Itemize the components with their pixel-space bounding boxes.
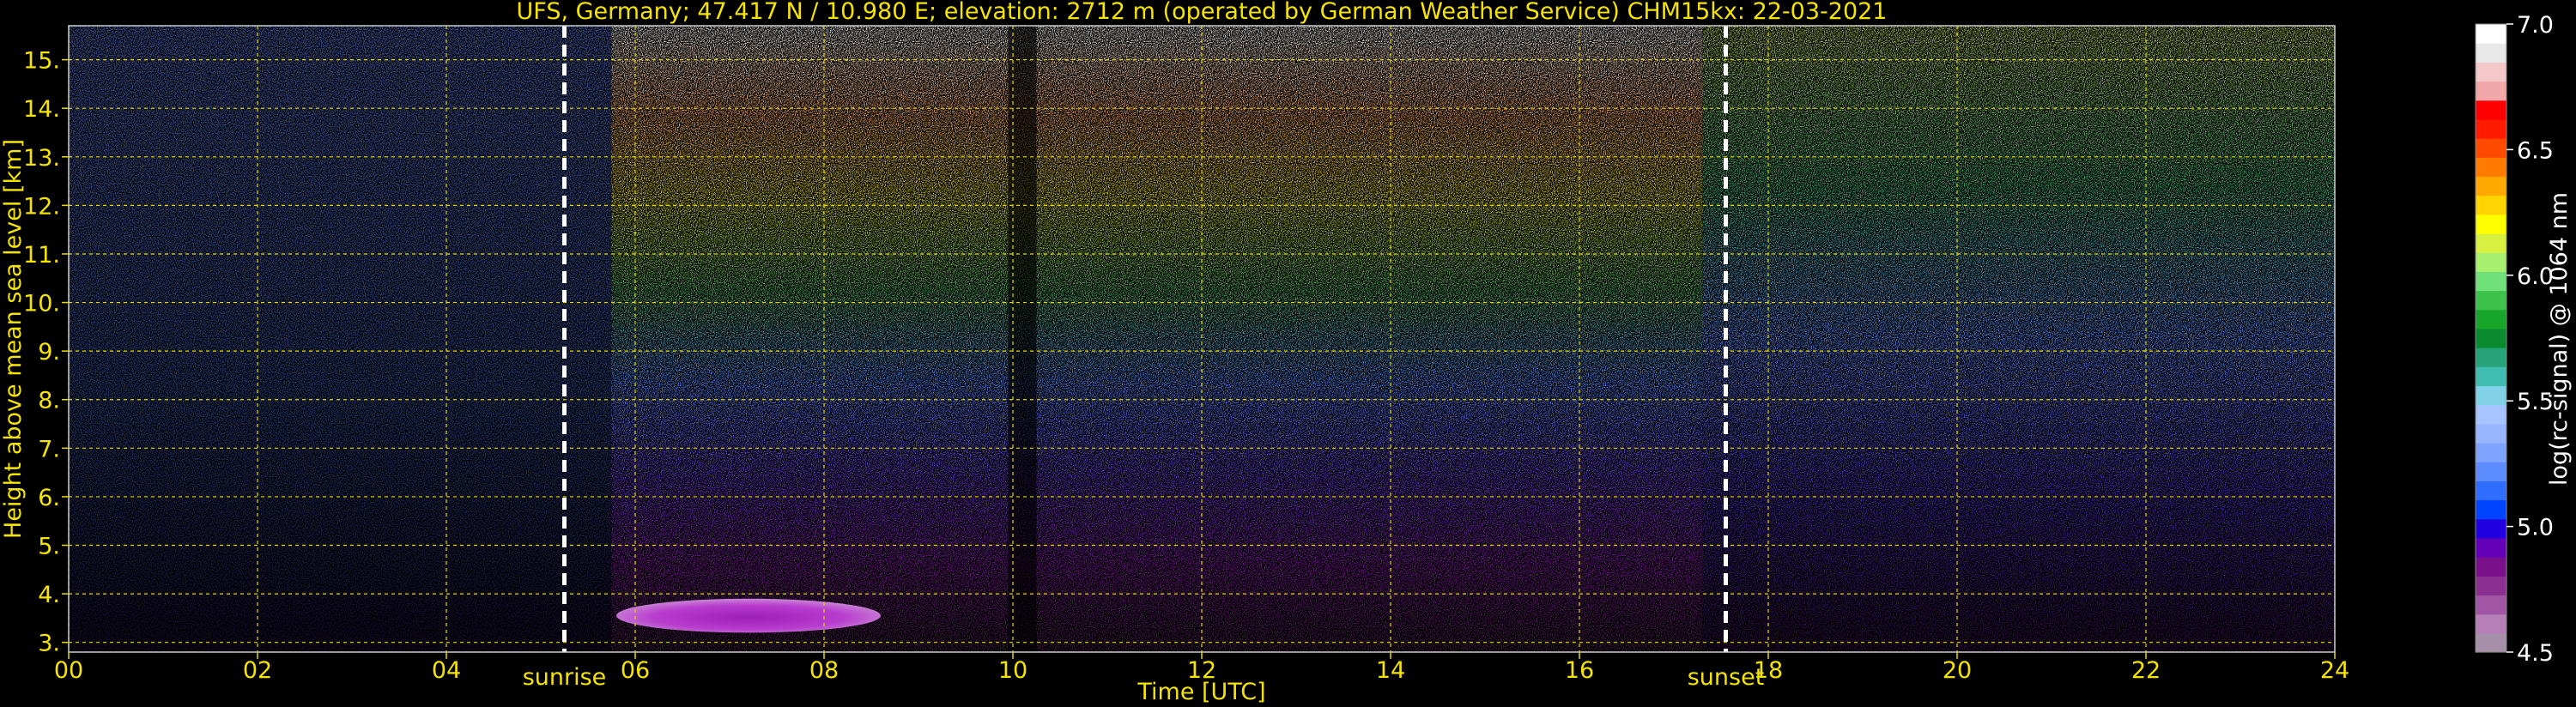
- colorbar-swatch: [2476, 328, 2506, 348]
- y-tick-label: 7.: [38, 436, 60, 462]
- x-tick-label: 12: [1187, 657, 1216, 684]
- colorbar-swatch: [2476, 62, 2506, 82]
- night-signal: [69, 26, 612, 652]
- y-tick-label: 9.: [38, 339, 60, 366]
- colorbar-swatch: [2476, 595, 2506, 615]
- y-tick-label: 12.: [23, 193, 60, 220]
- colorbar-swatch: [2476, 480, 2506, 501]
- colorbar-tick-label: 4.5: [2517, 640, 2554, 667]
- x-tick-label: 14: [1376, 657, 1405, 684]
- y-tick-label: 11.: [23, 242, 60, 269]
- y-tick-label: 3.: [38, 631, 60, 657]
- aerosol-layer: [616, 598, 881, 633]
- colorbar-swatch: [2476, 518, 2506, 539]
- chart-title: UFS, Germany; 47.417 N / 10.980 E; eleva…: [517, 0, 1888, 25]
- colorbar-tick-label: 6.0: [2517, 263, 2554, 290]
- y-axis-ticks: 3. 4. 5. 6. 7. 8. 9. 10. 11. 12. 13. 14. 15.: [23, 48, 69, 657]
- colorbar-swatch: [2476, 309, 2506, 329]
- colorbar-swatch: [2476, 613, 2506, 634]
- x-tick-label: 18: [1754, 657, 1783, 684]
- colorbar-swatch: [2476, 214, 2506, 234]
- y-tick-label: 15.: [23, 48, 60, 75]
- colorbar-swatch: [2476, 100, 2506, 120]
- colorbar-swatch: [2476, 118, 2506, 139]
- colorbar: 4.5 5.0 5.5 6.0 6.5 7.0: [2475, 12, 2554, 667]
- y-tick-label: 13.: [23, 145, 60, 172]
- colorbar-tick-label: 5.0: [2517, 515, 2554, 541]
- colorbar-swatch: [2476, 157, 2506, 178]
- y-tick-label: 10.: [23, 291, 60, 317]
- event-markers: [562, 26, 1728, 652]
- colorbar-tick-label: 5.5: [2517, 389, 2554, 415]
- colorbar-swatch: [2476, 423, 2506, 444]
- colorbar-swatch: [2476, 576, 2506, 596]
- colorbar-swatch: [2476, 138, 2506, 158]
- colorbar-swatch: [2476, 252, 2506, 272]
- colorbar-swatch: [2476, 385, 2506, 406]
- x-tick-label: 02: [243, 657, 272, 684]
- signal-gap: [1008, 26, 1037, 652]
- y-tick-label: 14.: [23, 96, 60, 123]
- x-tick-label: 00: [54, 657, 83, 684]
- x-tick-label: 06: [621, 657, 650, 684]
- colorbar-swatch: [2476, 271, 2506, 292]
- colorbar-swatch: [2476, 499, 2506, 520]
- x-tick-label: 20: [1943, 657, 1972, 684]
- x-tick-label: 04: [432, 657, 461, 684]
- x-axis-label: Time [UTC]: [1136, 679, 1265, 705]
- sunrise-label: sunrise: [523, 664, 607, 691]
- colorbar-swatch: [2476, 557, 2506, 577]
- sunset-label: sunset: [1688, 664, 1765, 691]
- colorbar-frame: [2475, 23, 2507, 653]
- y-axis-label: Height above mean sea level [km]: [0, 139, 27, 539]
- colorbar-swatch: [2476, 443, 2506, 462]
- colorbar-swatch: [2476, 347, 2506, 367]
- x-tick-label: 16: [1565, 657, 1594, 684]
- colorbar-tick-label: 7.0: [2517, 12, 2554, 39]
- colorbar-swatch: [2476, 195, 2506, 215]
- colorbar-swatch: [2476, 404, 2506, 425]
- colorbar-swatch: [2476, 462, 2506, 481]
- colorbar-swatch: [2476, 24, 2506, 44]
- colorbar-swatch: [2476, 632, 2506, 653]
- x-tick-label: 22: [2131, 657, 2161, 684]
- day-signal-morning: [611, 26, 1032, 652]
- y-tick-label: 6.: [38, 485, 60, 511]
- x-axis-ticks: 00 02 04 06 08 10 12 14 16 18 20 22 24: [54, 652, 2349, 684]
- x-tick-label: 08: [809, 657, 839, 684]
- evening-signal: [1702, 26, 2335, 652]
- colorbar-tick-label: 6.5: [2517, 137, 2554, 164]
- colorbar-label: log(rc-signal) @ 1064 nm: [2546, 192, 2573, 486]
- colorbar-swatch: [2476, 366, 2506, 387]
- colorbar-swatch: [2476, 81, 2506, 101]
- x-tick-label: 24: [2320, 657, 2349, 684]
- colorbar-swatch: [2476, 233, 2506, 253]
- colorbar-swatch: [2476, 537, 2506, 558]
- backscatter-texture: [69, 26, 2335, 652]
- colorbar-swatch: [2476, 43, 2506, 63]
- x-tick-label: 10: [998, 657, 1027, 684]
- day-signal-afternoon: [1032, 26, 1702, 652]
- y-tick-label: 4.: [38, 582, 60, 608]
- grid-lines: [68, 26, 2336, 652]
- colorbar-swatch: [2476, 290, 2506, 311]
- colorbar-swatch: [2476, 176, 2506, 196]
- y-tick-label: 8.: [38, 388, 60, 414]
- plot-area: [68, 25, 2336, 653]
- y-tick-label: 5.: [38, 534, 60, 560]
